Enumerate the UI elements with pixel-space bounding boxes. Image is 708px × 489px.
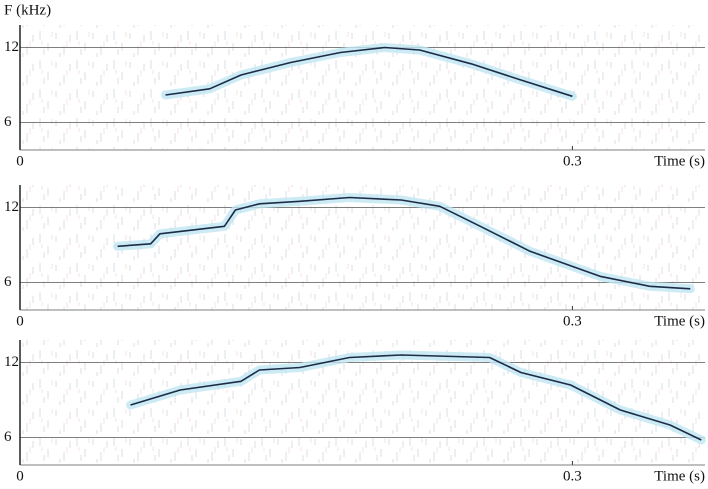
y-tick-label: 12 [4, 39, 19, 55]
x-axis-label: Time (s) [654, 313, 705, 329]
x-tick-label: 0 [16, 468, 24, 484]
y-tick-label: 6 [4, 429, 12, 445]
x-tick-label: 0 [16, 313, 24, 329]
y-tick-label: 12 [4, 354, 19, 370]
whistle-contour [165, 46, 573, 98]
x-tick-label: 0.3 [563, 153, 582, 169]
y-axis-label: F (kHz) [4, 2, 51, 18]
x-tick-label: 0.3 [563, 468, 582, 484]
y-tick-label: 6 [4, 274, 12, 290]
y-tick-label: 6 [4, 114, 12, 130]
whistle-contour [117, 196, 691, 290]
x-tick-label: 0.3 [563, 313, 582, 329]
x-axis-label: Time (s) [654, 153, 705, 169]
whistle-contour [130, 354, 702, 441]
spectrogram-background [20, 25, 705, 150]
x-axis-label: Time (s) [654, 468, 705, 484]
x-tick-label: 0 [16, 153, 24, 169]
y-tick-label: 12 [4, 199, 19, 215]
